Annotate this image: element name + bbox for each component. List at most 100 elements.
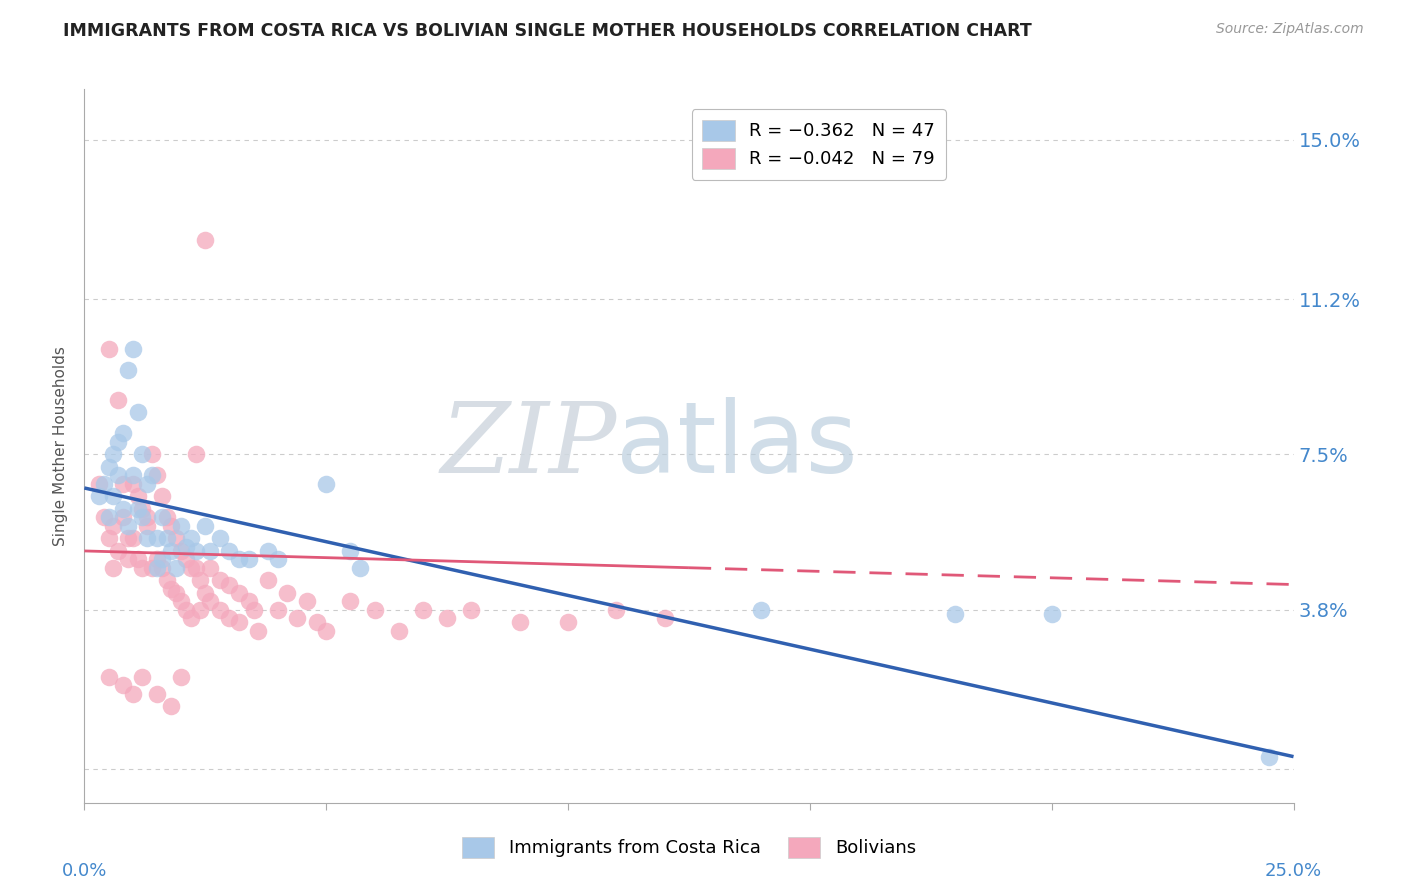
Point xyxy=(97,670,120,684)
Point xyxy=(131,502,153,516)
Text: ZIP: ZIP xyxy=(440,399,616,493)
Point xyxy=(117,363,139,377)
Point xyxy=(150,552,173,566)
Point xyxy=(146,560,169,574)
Point xyxy=(131,670,153,684)
Point xyxy=(194,233,217,247)
Point xyxy=(174,552,197,566)
Point xyxy=(112,476,135,491)
Point xyxy=(150,510,173,524)
Point xyxy=(131,447,153,461)
Point xyxy=(131,560,153,574)
Point xyxy=(363,603,385,617)
Point xyxy=(267,552,290,566)
Point xyxy=(180,560,202,574)
Point xyxy=(165,560,187,574)
Point xyxy=(121,532,143,546)
Point xyxy=(180,611,202,625)
Point xyxy=(184,560,207,574)
Point xyxy=(136,532,159,546)
Point xyxy=(155,574,177,588)
Point xyxy=(349,560,371,574)
Point xyxy=(198,560,221,574)
Point xyxy=(165,532,187,546)
Y-axis label: Single Mother Households: Single Mother Households xyxy=(53,346,69,546)
Point xyxy=(165,586,187,600)
Point xyxy=(208,603,231,617)
Point xyxy=(228,615,250,630)
Point xyxy=(107,392,129,407)
Point xyxy=(93,510,115,524)
Point xyxy=(257,544,280,558)
Point xyxy=(1258,749,1281,764)
Point xyxy=(509,615,531,630)
Point xyxy=(557,615,579,630)
Point xyxy=(155,532,177,546)
Point xyxy=(218,611,240,625)
Point xyxy=(242,603,264,617)
Point xyxy=(170,544,193,558)
Point xyxy=(97,510,120,524)
Point xyxy=(150,560,173,574)
Point xyxy=(285,611,308,625)
Point xyxy=(136,510,159,524)
Point xyxy=(103,489,125,503)
Point xyxy=(184,447,207,461)
Point xyxy=(121,468,143,483)
Point xyxy=(87,476,110,491)
Point xyxy=(121,343,143,357)
Legend: Immigrants from Costa Rica, Bolivians: Immigrants from Costa Rica, Bolivians xyxy=(454,830,924,865)
Point xyxy=(238,594,260,608)
Point xyxy=(127,552,149,566)
Point xyxy=(1040,607,1063,621)
Point xyxy=(141,468,163,483)
Point xyxy=(150,489,173,503)
Point xyxy=(112,678,135,692)
Text: 0.0%: 0.0% xyxy=(62,862,107,880)
Point xyxy=(93,476,115,491)
Point xyxy=(295,594,318,608)
Point xyxy=(198,594,221,608)
Point xyxy=(160,582,183,596)
Point xyxy=(107,544,129,558)
Point xyxy=(112,502,135,516)
Point xyxy=(146,532,169,546)
Point xyxy=(388,624,411,638)
Point xyxy=(107,434,129,449)
Point xyxy=(605,603,627,617)
Point xyxy=(170,670,193,684)
Point xyxy=(194,586,217,600)
Point xyxy=(112,426,135,441)
Point xyxy=(170,594,193,608)
Text: IMMIGRANTS FROM COSTA RICA VS BOLIVIAN SINGLE MOTHER HOUSEHOLDS CORRELATION CHAR: IMMIGRANTS FROM COSTA RICA VS BOLIVIAN S… xyxy=(63,22,1032,40)
Point xyxy=(117,532,139,546)
Point xyxy=(155,510,177,524)
Point xyxy=(412,603,434,617)
Point xyxy=(228,586,250,600)
Point xyxy=(436,611,458,625)
Point xyxy=(112,510,135,524)
Text: atlas: atlas xyxy=(616,398,858,494)
Point xyxy=(117,518,139,533)
Point xyxy=(190,603,212,617)
Text: 25.0%: 25.0% xyxy=(1265,862,1322,880)
Point xyxy=(103,518,125,533)
Point xyxy=(247,624,270,638)
Point xyxy=(751,603,773,617)
Point xyxy=(97,532,120,546)
Point xyxy=(136,518,159,533)
Point xyxy=(305,615,328,630)
Point xyxy=(267,603,290,617)
Point xyxy=(654,611,676,625)
Point xyxy=(87,489,110,503)
Point xyxy=(174,540,197,554)
Point xyxy=(180,532,202,546)
Point xyxy=(141,560,163,574)
Point xyxy=(228,552,250,566)
Point xyxy=(190,574,212,588)
Point xyxy=(121,687,143,701)
Point xyxy=(97,460,120,475)
Point xyxy=(97,343,120,357)
Point xyxy=(174,603,197,617)
Point xyxy=(160,544,183,558)
